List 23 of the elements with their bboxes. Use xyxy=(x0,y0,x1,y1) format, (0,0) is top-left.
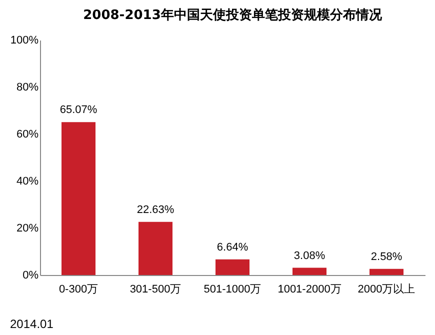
data-label: 2.58% xyxy=(370,250,402,263)
x-tick-label: 501-1000万 xyxy=(204,284,262,296)
chart-title: 2008-2013年中国天使投资单笔投资规模分布情况 xyxy=(83,7,383,23)
bar xyxy=(138,222,172,275)
x-tick-label: 301-500万 xyxy=(130,284,182,296)
bar xyxy=(292,268,326,275)
data-label: 65.07% xyxy=(60,104,98,116)
data-label: 22.63% xyxy=(136,204,174,216)
y-tick-label: 80% xyxy=(16,82,39,94)
bar xyxy=(216,259,250,275)
y-tick-label: 60% xyxy=(16,128,39,140)
y-tick-label: 40% xyxy=(16,176,39,188)
x-tick-label: 0-300万 xyxy=(58,284,98,296)
data-label: 6.64% xyxy=(216,241,248,254)
text: 2014.01 xyxy=(10,317,54,331)
y-tick-label: 20% xyxy=(16,222,39,234)
x-tick-label: 2000万以上 xyxy=(358,282,416,296)
bar xyxy=(62,122,96,275)
bar xyxy=(370,268,404,275)
x-tick-label: 1001-2000万 xyxy=(278,284,342,296)
y-tick-label: 100% xyxy=(10,34,39,46)
data-label: 3.08% xyxy=(294,250,326,262)
y-tick-label: 0% xyxy=(22,270,39,282)
